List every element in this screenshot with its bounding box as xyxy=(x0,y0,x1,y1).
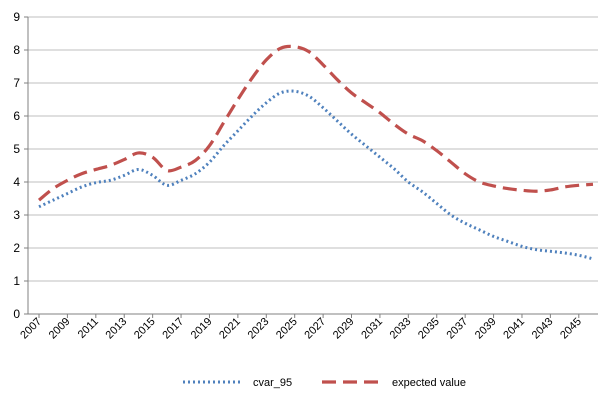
legend: cvar_95 expected value xyxy=(183,377,466,389)
gridlines xyxy=(28,16,598,282)
x-tick-label: 2031 xyxy=(359,316,385,342)
y-tick-label: 2 xyxy=(13,241,20,255)
x-tick-label: 2023 xyxy=(246,316,272,342)
x-tick-label: 2015 xyxy=(132,316,158,342)
x-tick-label: 2021 xyxy=(217,316,243,342)
x-tick-label: 2011 xyxy=(76,316,101,341)
x-tick-label: 2043 xyxy=(530,316,556,342)
x-tick-label: 2025 xyxy=(274,316,300,342)
y-tick-label: 7 xyxy=(13,76,20,90)
x-tick-label: 2035 xyxy=(416,316,442,342)
x-tick-label: 2039 xyxy=(473,316,499,342)
x-tick-label: 2029 xyxy=(331,316,357,342)
y-tick-label: 8 xyxy=(13,43,20,57)
y-tick-label: 0 xyxy=(13,307,20,321)
x-tick-label: 2033 xyxy=(388,316,414,342)
x-tick-label: 2027 xyxy=(302,316,328,342)
x-tick-label: 2045 xyxy=(558,316,584,342)
x-tick-label: 2041 xyxy=(501,316,527,342)
legend-label: expected value xyxy=(392,377,466,389)
y-tick-label: 5 xyxy=(13,142,20,156)
series-group xyxy=(37,44,594,261)
y-tick-label: 6 xyxy=(13,109,20,123)
legend-label: cvar_95 xyxy=(253,377,292,389)
x-tick-label: 2007 xyxy=(18,316,44,342)
x-tick-label: 2017 xyxy=(160,316,186,342)
series-line-expected-value xyxy=(37,44,594,202)
x-tick-label: 2013 xyxy=(104,316,130,342)
y-tick-label: 4 xyxy=(13,175,20,189)
x-tick-label: 2009 xyxy=(47,316,73,342)
x-tick-label: 2019 xyxy=(189,316,215,342)
y-tick-label: 9 xyxy=(13,10,20,24)
y-tick-label: 1 xyxy=(13,274,20,288)
x-tick-label: 2037 xyxy=(444,316,470,342)
y-tick-label: 3 xyxy=(13,208,20,222)
